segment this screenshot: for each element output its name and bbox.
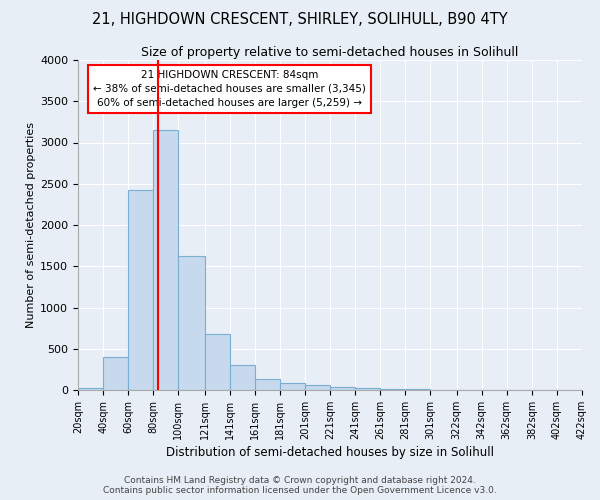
Text: 21 HIGHDOWN CRESCENT: 84sqm
← 38% of semi-detached houses are smaller (3,345)
60: 21 HIGHDOWN CRESCENT: 84sqm ← 38% of sem… <box>93 70 365 108</box>
Text: 21, HIGHDOWN CRESCENT, SHIRLEY, SOLIHULL, B90 4TY: 21, HIGHDOWN CRESCENT, SHIRLEY, SOLIHULL… <box>92 12 508 28</box>
Bar <box>205 334 230 390</box>
Bar <box>153 130 178 390</box>
X-axis label: Distribution of semi-detached houses by size in Solihull: Distribution of semi-detached houses by … <box>166 446 494 459</box>
Bar <box>103 357 128 390</box>
Bar <box>380 389 405 390</box>
Bar <box>178 256 205 390</box>
Bar <box>78 388 103 390</box>
Bar <box>355 388 380 390</box>
Title: Size of property relative to semi-detached houses in Solihull: Size of property relative to semi-detach… <box>142 46 518 59</box>
Text: Contains HM Land Registry data © Crown copyright and database right 2024.
Contai: Contains HM Land Registry data © Crown c… <box>103 476 497 495</box>
Bar <box>280 384 305 390</box>
Bar <box>330 386 355 390</box>
Y-axis label: Number of semi-detached properties: Number of semi-detached properties <box>26 122 36 328</box>
Bar <box>128 190 153 390</box>
Bar <box>305 386 330 390</box>
Bar <box>255 380 280 390</box>
Bar <box>230 365 255 390</box>
